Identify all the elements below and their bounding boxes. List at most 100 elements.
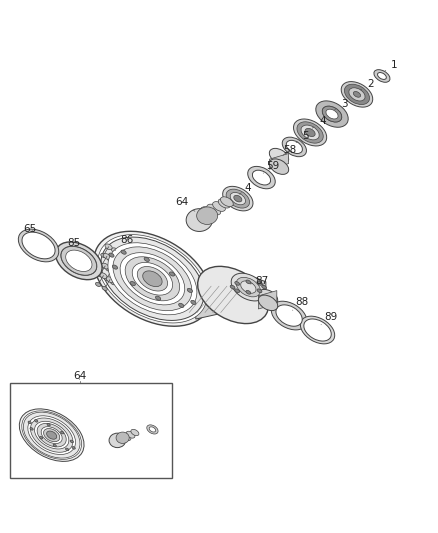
Ellipse shape [114, 261, 119, 265]
Ellipse shape [61, 246, 97, 275]
Polygon shape [269, 154, 289, 169]
Bar [10, 383, 172, 478]
Ellipse shape [56, 242, 102, 280]
Ellipse shape [100, 273, 107, 279]
Text: 85: 85 [67, 238, 80, 248]
Ellipse shape [186, 209, 212, 231]
Ellipse shape [322, 106, 342, 122]
Ellipse shape [110, 281, 116, 285]
Text: 4: 4 [240, 183, 251, 194]
Polygon shape [258, 290, 277, 309]
Ellipse shape [61, 246, 97, 275]
Ellipse shape [125, 257, 180, 301]
Ellipse shape [118, 252, 125, 257]
Ellipse shape [102, 263, 109, 269]
Ellipse shape [269, 159, 289, 174]
Ellipse shape [144, 257, 149, 262]
Ellipse shape [94, 231, 211, 326]
Ellipse shape [97, 273, 102, 277]
Ellipse shape [132, 262, 173, 295]
Ellipse shape [223, 187, 253, 211]
Ellipse shape [121, 433, 131, 441]
Text: 5: 5 [296, 131, 309, 142]
Ellipse shape [305, 128, 315, 136]
Polygon shape [196, 278, 266, 319]
Ellipse shape [130, 281, 135, 286]
Ellipse shape [179, 303, 184, 308]
Ellipse shape [326, 109, 338, 119]
Ellipse shape [22, 232, 55, 259]
Ellipse shape [286, 140, 302, 154]
Ellipse shape [246, 280, 251, 284]
Ellipse shape [22, 411, 81, 459]
Ellipse shape [269, 148, 289, 164]
Ellipse shape [252, 170, 271, 185]
Ellipse shape [322, 106, 342, 122]
Ellipse shape [108, 243, 197, 315]
Ellipse shape [98, 235, 207, 323]
Ellipse shape [113, 265, 117, 269]
Ellipse shape [108, 267, 115, 273]
Ellipse shape [44, 429, 60, 442]
Ellipse shape [53, 444, 57, 447]
Ellipse shape [99, 263, 104, 267]
Ellipse shape [66, 250, 92, 271]
Ellipse shape [116, 432, 129, 443]
Ellipse shape [121, 250, 126, 254]
Ellipse shape [230, 192, 246, 205]
Ellipse shape [120, 253, 185, 305]
Ellipse shape [276, 305, 302, 326]
Ellipse shape [262, 285, 266, 289]
Ellipse shape [66, 448, 69, 451]
Ellipse shape [187, 288, 192, 293]
Text: 64: 64 [175, 197, 195, 211]
Ellipse shape [30, 427, 33, 430]
Ellipse shape [301, 125, 319, 140]
Text: 88: 88 [293, 297, 309, 310]
Ellipse shape [106, 267, 111, 271]
Ellipse shape [316, 101, 348, 127]
Ellipse shape [37, 423, 66, 447]
Ellipse shape [112, 271, 117, 275]
Ellipse shape [47, 423, 50, 426]
Ellipse shape [201, 207, 215, 219]
Ellipse shape [248, 166, 275, 189]
Ellipse shape [115, 271, 122, 277]
Ellipse shape [147, 425, 158, 434]
Ellipse shape [349, 88, 365, 101]
Ellipse shape [235, 281, 240, 285]
Ellipse shape [258, 289, 278, 305]
Ellipse shape [293, 119, 327, 146]
Text: 65: 65 [23, 224, 36, 235]
Ellipse shape [143, 271, 162, 287]
Ellipse shape [101, 237, 204, 320]
Ellipse shape [28, 416, 76, 455]
Ellipse shape [95, 282, 101, 287]
Ellipse shape [240, 281, 256, 293]
Text: 3: 3 [335, 99, 348, 110]
Ellipse shape [220, 197, 233, 207]
Text: 86: 86 [115, 235, 134, 251]
Ellipse shape [378, 72, 386, 79]
Ellipse shape [235, 289, 240, 293]
Ellipse shape [344, 84, 370, 104]
Ellipse shape [231, 273, 265, 301]
Ellipse shape [109, 253, 114, 257]
Ellipse shape [28, 421, 31, 424]
Ellipse shape [198, 266, 268, 324]
Ellipse shape [35, 421, 69, 449]
Ellipse shape [246, 290, 251, 294]
Ellipse shape [106, 277, 113, 282]
Ellipse shape [197, 207, 218, 224]
Ellipse shape [374, 70, 390, 82]
Ellipse shape [149, 427, 155, 432]
Ellipse shape [105, 244, 112, 249]
Ellipse shape [107, 257, 113, 262]
Text: 64: 64 [73, 371, 86, 381]
Ellipse shape [257, 281, 262, 285]
Ellipse shape [137, 266, 168, 291]
Ellipse shape [282, 137, 307, 157]
Text: 59: 59 [263, 161, 279, 173]
Ellipse shape [31, 418, 73, 453]
Ellipse shape [102, 286, 107, 290]
